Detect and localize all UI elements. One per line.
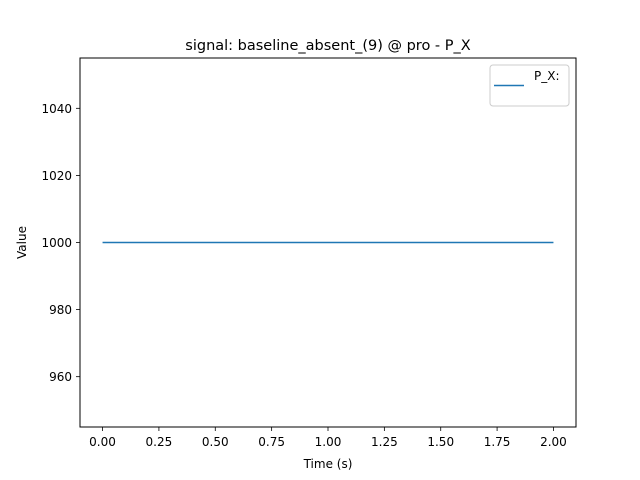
y-tick-label: 1000 <box>41 236 72 250</box>
legend-box <box>489 64 570 107</box>
y-axis-label: Value <box>15 226 29 259</box>
y-tick-label: 960 <box>49 370 72 384</box>
x-tick-label: 1.75 <box>484 435 511 449</box>
x-tick-label: 1.00 <box>315 435 342 449</box>
x-tick-label: 0.00 <box>89 435 116 449</box>
x-tick-label: 0.75 <box>258 435 285 449</box>
x-axis-label: Time (s) <box>303 457 353 471</box>
x-tick-label: 1.25 <box>371 435 398 449</box>
legend-label: P_X: <box>534 69 560 83</box>
y-tick-label: 1040 <box>41 102 72 116</box>
x-tick-label: 2.00 <box>540 435 567 449</box>
plot-frame <box>79 57 577 428</box>
x-axis: 0.00 0.25 0.50 0.75 1.00 1.25 1.50 1.75 2.00 <box>89 427 567 449</box>
x-tick-label: 0.50 <box>202 435 229 449</box>
legend: P_X: <box>489 64 570 107</box>
y-axis: 960 980 1000 1020 1040 <box>41 102 80 384</box>
y-tick-label: 980 <box>49 303 72 317</box>
x-tick-label: 1.50 <box>427 435 454 449</box>
y-tick-label: 1020 <box>41 169 72 183</box>
x-tick-label: 0.25 <box>146 435 173 449</box>
chart-title: signal: baseline_absent_(9) @ pro - P_X <box>185 38 470 54</box>
